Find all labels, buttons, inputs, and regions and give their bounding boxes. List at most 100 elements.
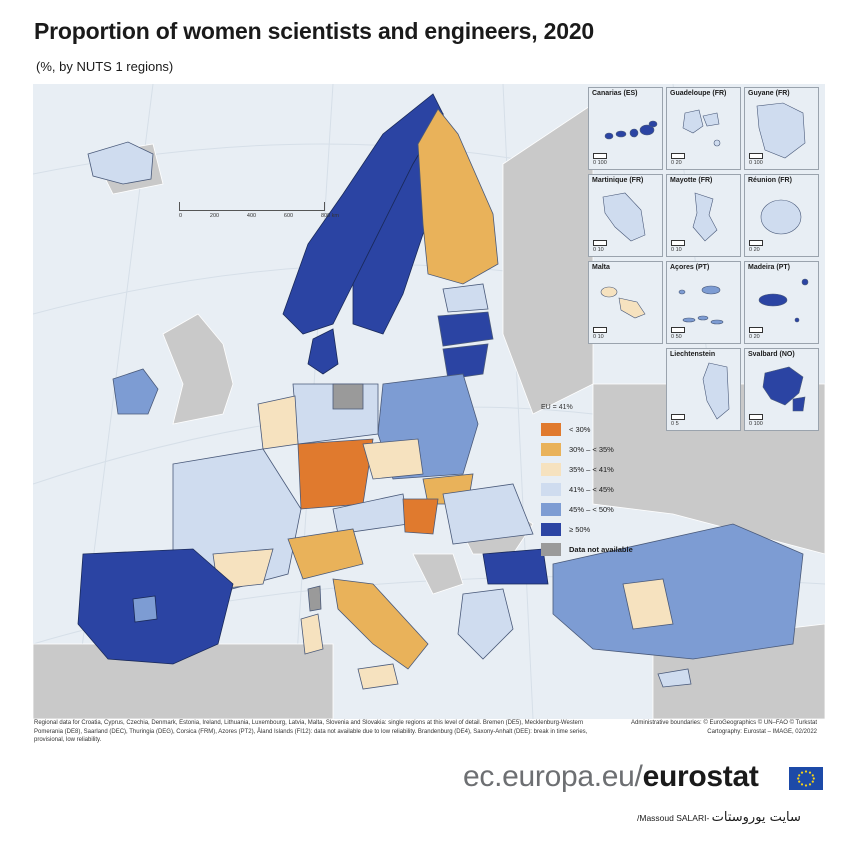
region-cyprus [657,668,692,688]
scale-tick: 800 km [320,213,339,219]
legend-label: 35% – < 41% [569,464,614,474]
legend-item: ≥ 50% [541,519,661,539]
region-hungary [402,498,439,535]
legend-item: 35% – < 41% [541,459,661,479]
legend-title: EU = 41% [541,404,573,411]
legend-label: 45% – < 50% [569,504,614,514]
region-denmark [307,328,339,375]
inset-scale: 0 100 [593,153,607,166]
region-finland [417,108,499,285]
inset-scale: 0 20 [749,327,763,340]
inset-guyane: Guyane (FR) 0 100 [744,87,819,170]
inset-scale-text: 0 20 [749,334,760,340]
inset-martinique: Martinique (FR) 0 10 [588,174,663,257]
map-legend: EU = 41% < 30% 30% – < 35% 35% – < 41% 4… [541,404,661,559]
inset-reunion: Réunion (FR) 0 20 [744,174,819,257]
cartography-note: Cartography: Eurostat – IMAGE, 02/2022 [707,728,817,735]
region-bulgaria [482,548,549,585]
legend-swatch [541,442,561,456]
legend-label: Data not available [569,544,633,554]
region-sardinia [300,613,324,655]
map-panel: 0 200 400 600 800 km EU = 41% < 30% 30% … [33,84,825,719]
credit-line: /Massoud SALARI- سایت یوروستات [637,810,801,825]
region-corsica [307,585,322,612]
source-notes: Administrative boundaries: © EuroGeograp… [612,719,817,736]
region-italy-south [332,578,429,670]
inset-malta: Malta 0 10 [588,261,663,344]
region-romania [442,483,534,545]
inset-scale-text: 0 20 [671,160,682,166]
legend-item: < 30% [541,419,661,439]
inset-scale: 0 5 [671,414,685,427]
credit-author: /Massoud SALARI- [637,813,712,823]
inset-scale-text: 0 20 [749,247,760,253]
region-iceland [87,141,154,185]
region-germany-south [297,438,374,510]
region-benelux [257,395,299,450]
legend-swatch [541,422,561,436]
inset-scale: 0 20 [671,153,685,166]
credit-arabic: سایت یوروستات [711,810,801,825]
url-prefix: ec.europa.eu/ [463,760,643,793]
inset-scale: 0 100 [749,414,763,427]
inset-scale-text: 0 5 [671,421,679,427]
inset-label: Malta [592,264,610,271]
region-lithuania [442,343,489,380]
inset-label: Mayotte (FR) [670,177,713,184]
legend-swatch [541,462,561,476]
inset-scale-text: 0 100 [593,160,607,166]
region-italy-north [287,528,364,580]
inset-madeira: Madeira (PT) 0 20 [744,261,819,344]
region-greece [457,588,514,660]
inset-svalbard: Svalbard (NO) 0 100 [744,348,819,431]
inset-scale: 0 50 [671,327,685,340]
legend-item: 30% – < 35% [541,439,661,459]
inset-scale-text: 0 10 [593,334,604,340]
region-madrid [132,595,158,623]
legend-swatch [541,482,561,496]
inset-guadeloupe: Guadeloupe (FR) 0 20 [666,87,741,170]
map-title: Proportion of women scientists and engin… [34,18,595,44]
legend-label: 41% – < 45% [569,484,614,494]
inset-acores: Açores (PT) 0 50 [666,261,741,344]
inset-label: Madeira (PT) [748,264,791,271]
inset-liechtenstein: Liechtenstein 0 5 [666,348,741,431]
eu-flag-icon [789,767,823,790]
region-estonia [442,283,489,313]
region-czechia [362,438,424,480]
map-subtitle: (%, by NUTS 1 regions) [36,59,174,74]
inset-label: Guadeloupe (FR) [670,90,727,97]
inset-scale: 0 10 [593,327,607,340]
legend-swatch [541,542,561,556]
inset-label: Martinique (FR) [592,177,644,184]
legend-label: < 30% [569,424,591,434]
region-ireland [112,368,159,415]
inset-scale: 0 10 [671,240,685,253]
legend-item: 45% – < 50% [541,499,661,519]
inset-scale-text: 0 50 [671,334,682,340]
inset-scale-text: 0 10 [593,247,604,253]
legend-label: 30% – < 35% [569,444,614,454]
inset-label: Açores (PT) [670,264,710,271]
eurostat-url[interactable]: ec.europa.eu/eurostat [463,760,759,794]
boundaries-note: Administrative boundaries: © EuroGeograp… [630,720,817,726]
legend-item: Data not available [541,539,661,559]
scale-bar: 0 200 400 600 800 km [179,202,339,219]
inset-label: Guyane (FR) [748,90,790,97]
scale-tick: 200 [209,213,220,219]
inset-scale-text: 0 10 [671,247,682,253]
inset-label: Liechtenstein [670,351,716,358]
scale-tick: 400 [246,213,257,219]
region-turkey-central [622,578,674,630]
inset-mayotte: Mayotte (FR) 0 10 [666,174,741,257]
inset-label: Canarias (ES) [592,90,638,97]
url-brand: eurostat [642,760,759,793]
legend-item: 41% – < 45% [541,479,661,499]
legend-swatch [541,522,561,536]
scale-tick: 0 [179,213,183,219]
region-sicily [357,663,399,690]
scale-tick: 600 [283,213,294,219]
region-germany-na [332,383,364,410]
inset-canarias: Canarias (ES) 0 100 [588,87,663,170]
footnote-text: Regional data for Croatia, Cyprus, Czech… [34,720,588,743]
